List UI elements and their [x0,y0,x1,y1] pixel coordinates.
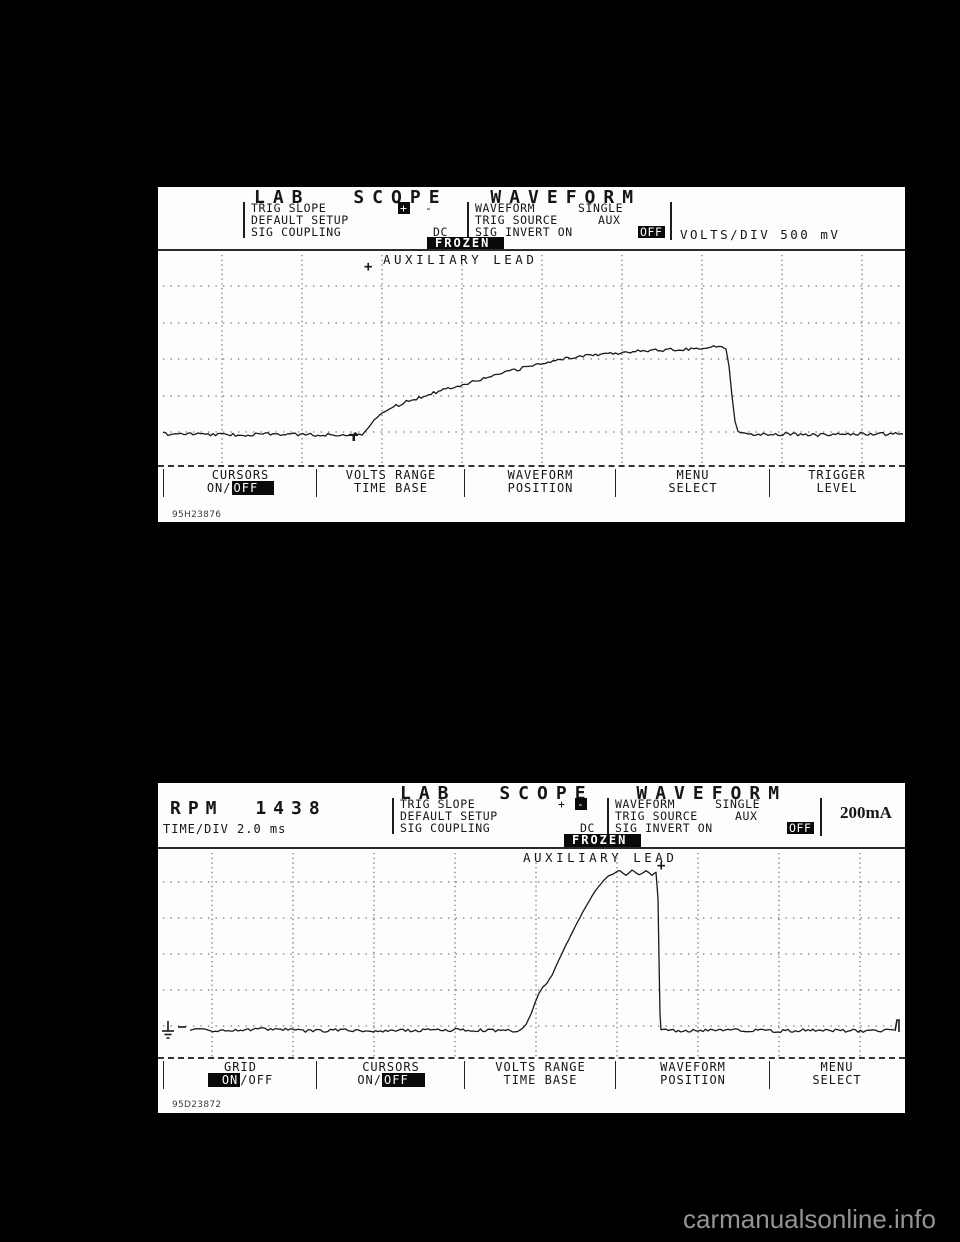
scope1-screen: LAB SCOPE WAVEFORM TRIG SLOPE + - DEFAUL… [158,187,905,522]
waveform-mode-value: SINGLE [578,201,624,215]
frozen-status-badge: FROZEN [427,237,505,250]
trig-slope-row: TRIG SLOPE + - [400,797,587,811]
scope2-title: LAB SCOPE WAVEFORM [400,783,788,804]
softkey-menu-select: MENU SELECT [615,469,770,497]
scope1-title: LAB SCOPE WAVEFORM [254,187,642,208]
scope1-softkey-menu: CURSORS ON/OFF VOLTS RANGE TIME BASE WAV… [158,465,905,499]
trig-source-row: TRIG SOURCE AUX [475,213,621,227]
scope2-trace [189,869,895,1034]
trigger-level-marker: + [364,259,373,275]
sig-coupling-row: SIG COUPLING DC [251,225,449,239]
default-setup-row: DEFAULT SETUP [251,213,349,227]
scope2-softkey-menu: GRID ON/OFF CURSORS ON/OFF VOLTS RANGE T… [158,1057,905,1091]
trig-source-value: AUX [735,809,758,823]
default-setup-row: DEFAULT SETUP [400,809,498,823]
waveform-mode-row: WAVEFORM SINGLE [615,797,761,811]
wave-label: AUXILIARY LEAD [383,252,538,267]
scope1-wave-area: AUXILIARY LEAD + [158,249,905,466]
softkey-cursors: CURSORS ON/OFF [163,469,317,497]
sig-invert-row: SIG INVERT ON OFF [475,225,665,239]
frozen-status-badge: FROZEN [564,834,642,847]
sig-coupling-value: DC [580,821,596,835]
scope1-waveform-plot [162,255,904,464]
trig-source-row: TRIG SOURCE AUX [615,809,758,823]
sig-coupling-row: SIG COUPLING DC [400,821,596,835]
softkey-trigger-level: TRIGGER LEVEL [769,469,904,497]
watermark: carmanualsonline.info [683,1204,936,1234]
time-per-div-readout: TIME/DIV 2.0 ms [163,822,287,836]
trigger-time-marker [349,434,358,441]
trig-slope-minus: - [425,201,433,215]
softkey-volts-range: VOLTS RANGE TIME BASE [316,469,465,497]
volts-per-div-readout: VOLTS/DIV 500 mV [680,227,841,242]
trig-slope-plus: + [558,797,566,811]
waveform-mode-row: WAVEFORM SINGLE [475,201,624,215]
trig-slope-plus-selected: + [398,201,410,215]
scope2-settings-right: WAVEFORM SINGLE TRIG SOURCE AUX SIG INVE… [607,798,828,834]
trace-end-marker [894,1019,900,1032]
cursors-off-highlight: OFF [231,481,275,495]
trigger-level-marker: + [657,858,666,874]
scope1-trace [162,345,904,438]
figure-id: 95D23872 [172,1100,222,1110]
cursors-off-highlight: OFF [382,1073,425,1087]
sig-invert-value: OFF [638,225,665,239]
rpm-readout: RPM 1438 [170,798,327,819]
sig-invert-row: SIG INVERT ON OFF [615,821,814,835]
scope2-screen: LAB SCOPE WAVEFORM RPM 1438 TIME/DIV 2.0… [158,783,905,1113]
figure-id: 95H23876 [172,510,222,520]
settings-divider [820,798,822,836]
scope1-grid [163,255,903,464]
ground-reference-icon [162,1021,186,1039]
scope1-settings-left: TRIG SLOPE + - DEFAULT SETUP SIG COUPLIN… [243,202,475,238]
trig-slope-minus-selected: - [575,797,587,811]
waveform-mode-value: SINGLE [715,797,761,811]
softkey-waveform-position: WAVEFORM POSITION [464,469,616,497]
softkey-cursors: CURSORS ON/OFF [316,1061,465,1089]
scope2-settings-left: TRIG SLOPE + - DEFAULT SETUP SIG COUPLIN… [392,798,615,834]
scope2-grid [163,853,903,1057]
settings-divider [670,202,672,240]
grid-on-highlight: ON [207,1073,241,1087]
sig-coupling-value: DC [433,225,449,239]
softkey-volts-range: VOLTS RANGE TIME BASE [464,1061,616,1089]
scope1-settings-right: WAVEFORM SINGLE TRIG SOURCE AUX SIG INVE… [467,202,678,238]
trig-source-value: AUX [598,213,621,227]
softkey-menu-select: MENU SELECT [769,1061,904,1089]
softkey-grid: GRID ON/OFF [163,1061,317,1089]
trig-slope-row: TRIG SLOPE + - [251,201,433,215]
softkey-waveform-position: WAVEFORM POSITION [615,1061,770,1089]
sig-invert-value: OFF [787,821,814,835]
scope2-waveform-plot [162,853,903,1057]
scope2-wave-area: AUXILIARY LEAD + [158,847,905,1059]
peak-current-annotation: 200mA [840,803,892,822]
wave-label: AUXILIARY LEAD [523,850,678,865]
